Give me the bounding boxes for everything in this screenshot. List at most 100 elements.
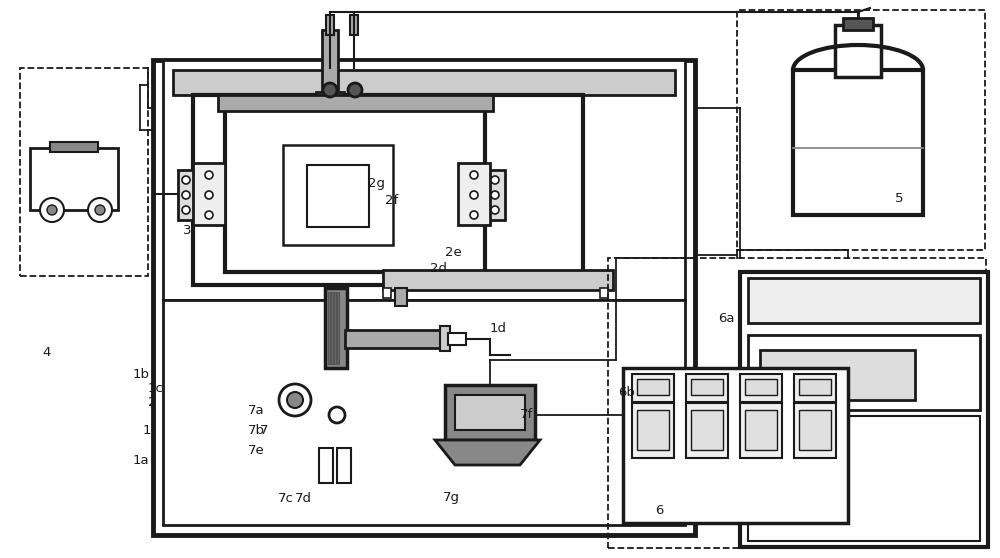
Bar	[843, 18, 873, 30]
Bar	[799, 410, 831, 450]
Text: 2: 2	[148, 397, 156, 410]
Circle shape	[470, 211, 478, 219]
Bar	[748, 416, 980, 541]
Bar	[691, 410, 723, 450]
Circle shape	[205, 171, 213, 179]
Bar	[316, 92, 344, 104]
Text: 2e: 2e	[445, 246, 462, 258]
Bar	[50, 142, 98, 152]
Circle shape	[323, 83, 337, 97]
Bar	[740, 374, 782, 402]
Bar	[632, 374, 674, 402]
Bar	[799, 379, 831, 395]
Circle shape	[182, 206, 190, 214]
Text: 7e: 7e	[248, 444, 265, 456]
Bar	[225, 108, 485, 272]
Bar	[458, 163, 490, 225]
Circle shape	[205, 191, 213, 199]
Bar	[20, 68, 148, 276]
Circle shape	[88, 198, 112, 222]
Bar	[794, 403, 836, 458]
Bar	[337, 292, 339, 364]
Bar	[383, 270, 613, 290]
Bar	[637, 410, 669, 450]
Bar	[748, 335, 980, 410]
Circle shape	[491, 176, 499, 184]
Bar	[686, 374, 728, 402]
Bar	[325, 288, 347, 368]
Bar	[173, 70, 675, 95]
Circle shape	[182, 176, 190, 184]
Bar	[163, 300, 685, 525]
Bar	[737, 10, 985, 250]
Circle shape	[348, 83, 362, 97]
Bar	[395, 288, 407, 306]
Bar	[440, 326, 450, 351]
Circle shape	[279, 384, 311, 416]
Bar	[448, 333, 466, 345]
Bar	[350, 15, 358, 35]
Bar	[383, 288, 391, 298]
Bar	[748, 278, 980, 323]
Bar	[30, 148, 118, 210]
Text: 7a: 7a	[248, 403, 265, 416]
Text: 4: 4	[42, 345, 50, 358]
Circle shape	[47, 205, 57, 215]
Bar	[326, 15, 334, 35]
Bar	[745, 379, 777, 395]
Text: 7d: 7d	[295, 492, 312, 504]
Bar	[153, 60, 695, 535]
Text: 7f: 7f	[520, 408, 533, 421]
Circle shape	[205, 211, 213, 219]
Text: 2g: 2g	[368, 176, 385, 190]
Bar	[760, 350, 915, 400]
Bar	[283, 145, 393, 245]
Bar	[337, 448, 351, 483]
Bar	[331, 292, 333, 364]
Bar	[163, 60, 685, 300]
Bar	[322, 30, 338, 95]
Bar	[745, 410, 777, 450]
Bar	[740, 403, 782, 458]
Circle shape	[470, 191, 478, 199]
Bar	[218, 95, 493, 111]
Text: 6b: 6b	[618, 387, 635, 400]
Bar	[445, 385, 535, 440]
Text: 7b: 7b	[248, 424, 265, 436]
Text: 6: 6	[655, 503, 663, 517]
Bar	[193, 163, 225, 225]
Circle shape	[182, 191, 190, 199]
Bar	[487, 170, 505, 220]
Bar	[193, 95, 583, 285]
Bar	[608, 258, 986, 548]
Text: 1a: 1a	[133, 454, 150, 466]
Text: 1d: 1d	[490, 321, 507, 334]
Polygon shape	[435, 440, 540, 465]
Bar	[307, 165, 369, 227]
Bar	[178, 170, 196, 220]
Circle shape	[40, 198, 64, 222]
Text: 2d: 2d	[430, 262, 447, 275]
Circle shape	[95, 205, 105, 215]
Circle shape	[491, 206, 499, 214]
Bar	[740, 272, 988, 547]
Circle shape	[470, 171, 478, 179]
Bar	[691, 379, 723, 395]
Text: 6a: 6a	[718, 311, 734, 325]
Bar	[334, 292, 336, 364]
Bar	[319, 448, 333, 483]
Text: 7: 7	[260, 424, 268, 436]
Bar	[686, 403, 728, 458]
Bar	[455, 395, 525, 430]
Bar	[835, 25, 881, 77]
Text: 3: 3	[183, 224, 192, 237]
Bar	[328, 292, 330, 364]
Text: 1b: 1b	[133, 368, 150, 382]
Bar	[793, 70, 923, 215]
Circle shape	[491, 191, 499, 199]
Bar	[794, 374, 836, 402]
Bar	[637, 379, 669, 395]
Bar	[600, 288, 608, 298]
Text: 7c: 7c	[278, 492, 294, 504]
Text: 5: 5	[895, 191, 904, 204]
